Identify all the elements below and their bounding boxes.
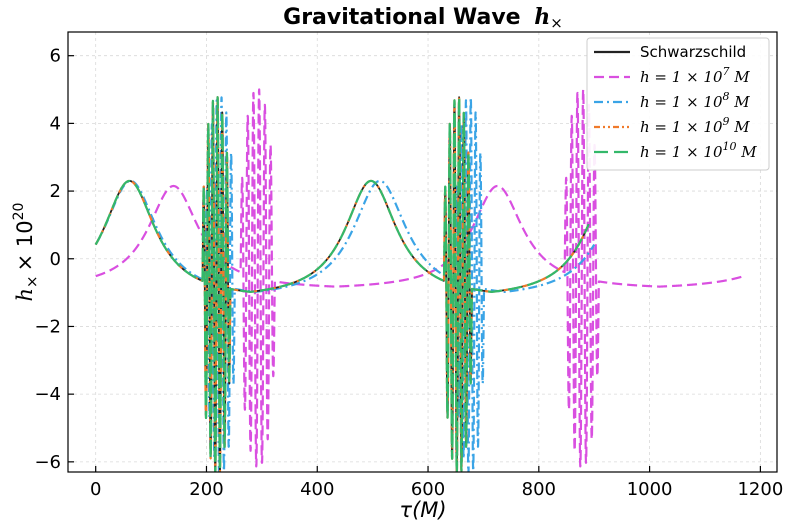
- legend-box: [586, 37, 770, 171]
- y-tick-label: 2: [50, 181, 61, 202]
- y-tick-label: 0: [50, 249, 61, 270]
- x-tick-label: 1000: [627, 479, 673, 500]
- y-tick-label: −6: [34, 452, 61, 473]
- x-tick-label: 200: [189, 479, 223, 500]
- y-tick-label: −2: [34, 316, 61, 337]
- legend-label-h8: h = 1 × 108 M: [640, 90, 750, 111]
- x-axis-label: τ(M): [399, 498, 446, 522]
- x-tick-label: 400: [300, 479, 334, 500]
- x-axis-ticks: 0 200 400 600 800 1000 1200: [90, 466, 783, 500]
- x-tick-label: 1200: [737, 479, 783, 500]
- x-tick-label: 600: [411, 479, 445, 500]
- legend: Schwarzschild h = 1 × 107 M h = 1 × 108 M h…: [586, 37, 770, 171]
- chart-title: Gravitational Wave h×: [283, 4, 563, 32]
- x-tick-label: 800: [522, 479, 556, 500]
- y-tick-label: −4: [34, 384, 61, 405]
- legend-label-h7: h = 1 × 107 M: [640, 65, 750, 86]
- y-tick-label: 6: [50, 46, 61, 67]
- y-axis-ticks: −6 −4 −2 0 2 4 6: [34, 46, 74, 473]
- series-line-h10: [94, 96, 590, 472]
- x-tick-label: 0: [90, 479, 101, 500]
- y-tick-label: 4: [50, 113, 61, 134]
- legend-label-h10: h = 1 × 1010 M: [640, 140, 757, 161]
- series-layer: [94, 88, 745, 472]
- legend-label-h9: h = 1 × 109 M: [640, 115, 750, 136]
- plot-frame: [67, 31, 778, 473]
- series-line-h8: [94, 96, 596, 472]
- legend-label-schw: Schwarzschild: [640, 43, 746, 61]
- y-axis-label: h×× 1020: [11, 203, 41, 302]
